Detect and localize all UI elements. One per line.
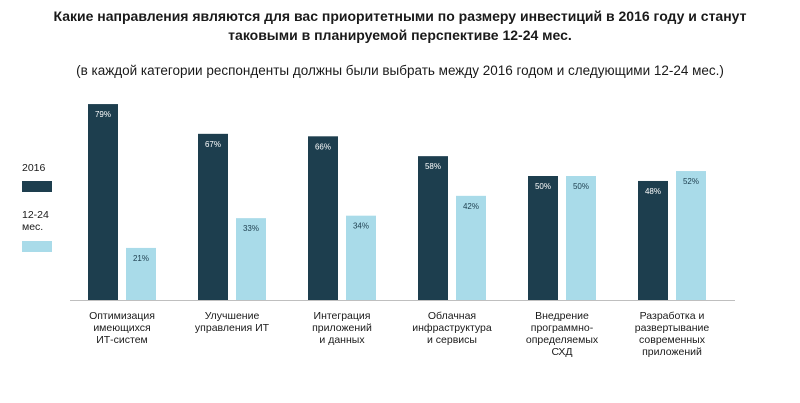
bar-2016-2 bbox=[198, 133, 228, 300]
bar-12-24-2 bbox=[236, 218, 266, 300]
legend-label-12-24: 12-24 мес. bbox=[22, 209, 49, 233]
legend-swatch-2016 bbox=[22, 181, 52, 192]
bar-2016-1 bbox=[88, 104, 118, 300]
bar-12-24-5 bbox=[566, 176, 596, 300]
chart-subtitle: (в каждой категории респонденты должны б… bbox=[76, 63, 724, 78]
bar-value-label: 52% bbox=[683, 177, 699, 186]
category-label: Облачная инфраструктура и сервисы bbox=[412, 310, 492, 346]
bar-value-label: 67% bbox=[205, 140, 221, 149]
bar-12-24-4 bbox=[456, 195, 486, 300]
bar-value-label: 50% bbox=[573, 182, 589, 191]
bar-2016-6 bbox=[638, 180, 668, 300]
chart-title-line-2: таковыми в планируемой перспективе 12-24… bbox=[228, 27, 572, 43]
category-label: Оптимизация имеющихся ИТ-систем bbox=[89, 310, 155, 346]
legend-label-2016: 2016 bbox=[22, 162, 46, 174]
bar-2016-5 bbox=[528, 176, 558, 300]
chart-title-line-1: Какие направления являются для вас приор… bbox=[53, 8, 747, 24]
bar-value-label: 50% bbox=[535, 182, 551, 191]
category-label: Улучшение управления ИТ bbox=[195, 310, 270, 334]
category-label: Внедрение программно-определяемых СХД bbox=[526, 310, 599, 358]
bar-value-label: 48% bbox=[645, 187, 661, 196]
bar-12-24-1 bbox=[126, 247, 156, 300]
bar-value-label: 33% bbox=[243, 224, 259, 233]
bar-12-24-6 bbox=[676, 171, 706, 300]
bar-value-label: 58% bbox=[425, 162, 441, 171]
bar-value-label: 79% bbox=[95, 110, 111, 119]
legend-swatch-12-24 bbox=[22, 241, 52, 252]
bar-value-label: 42% bbox=[463, 202, 479, 211]
bar-value-label: 21% bbox=[133, 254, 149, 263]
category-label: Интеграция приложений и данных bbox=[312, 310, 372, 346]
bar-12-24-3 bbox=[346, 215, 376, 300]
bar-2016-3 bbox=[308, 136, 338, 300]
bar-value-label: 34% bbox=[353, 222, 369, 231]
category-label: Разработка и развертывание современных прил… bbox=[635, 310, 710, 358]
bar-value-label: 66% bbox=[315, 142, 331, 151]
chart-title: Какие направления являются для вас приор… bbox=[0, 7, 800, 45]
bar-2016-4 bbox=[418, 156, 448, 300]
